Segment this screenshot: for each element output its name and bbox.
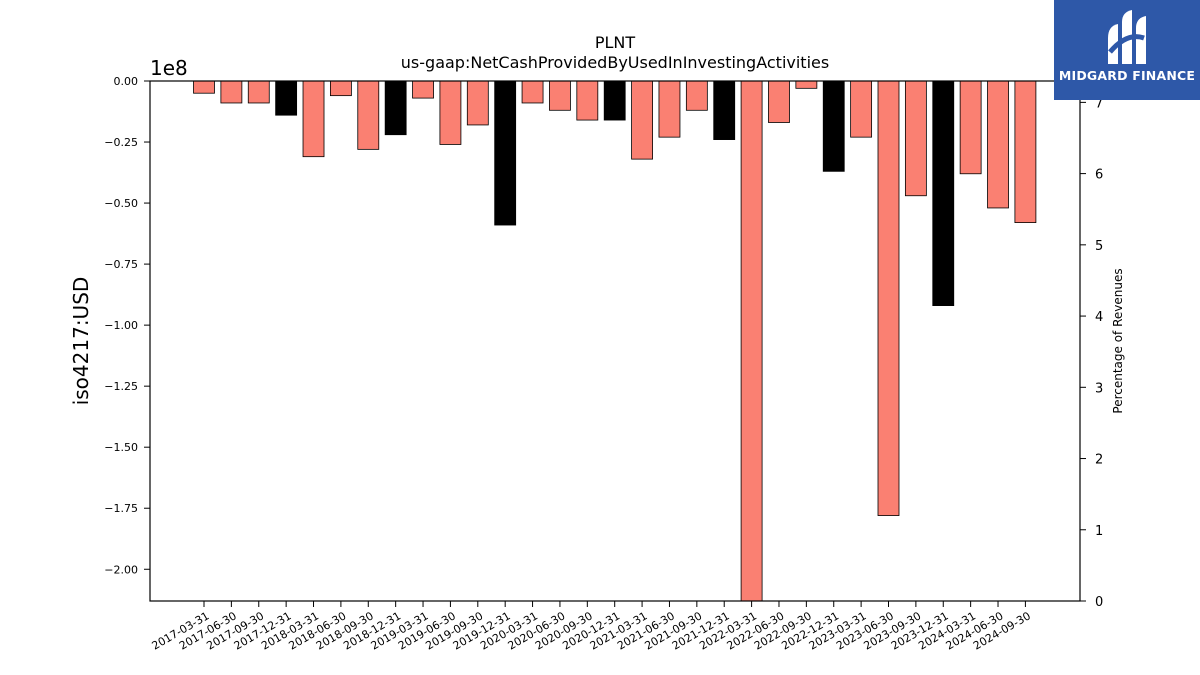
y2-ticks-group: 0 1 2 3 4 5 6 7: [1080, 96, 1103, 610]
x-ticks-group: 2017-03-312017-06-302017-09-302017-12-31…: [150, 601, 1033, 653]
y-tick-label: −1.50: [104, 441, 138, 454]
bar: [658, 80, 681, 138]
bar: [384, 80, 407, 136]
y-axis-label: iso4217:USD: [69, 277, 93, 406]
y2-axis-label: Percentage of Revenues: [1111, 268, 1125, 413]
bar: [412, 80, 434, 99]
y2-tick-label: 7: [1095, 96, 1103, 111]
bar: [576, 80, 599, 121]
y-tick-label: 0.00: [114, 75, 139, 88]
bar: [603, 80, 626, 121]
y2-tick-label: 3: [1095, 381, 1103, 396]
bar: [439, 80, 462, 145]
y-tick-label: −0.50: [104, 197, 138, 210]
y2-tick-label: 0: [1095, 595, 1103, 610]
y-tick-label: −1.75: [104, 502, 138, 515]
y-tick-label: −2.00: [104, 563, 138, 576]
y2-tick-label: 5: [1095, 239, 1103, 254]
chart-subtitle: us-gaap:NetCashProvidedByUsedInInvesting…: [401, 53, 829, 72]
bar: [685, 80, 708, 111]
bar: [549, 80, 571, 111]
y2-tick-label: 2: [1095, 453, 1103, 468]
logo-text: MIDGARD FINANCE: [1058, 68, 1196, 83]
bar: [329, 80, 352, 97]
y-tick-label: −1.00: [104, 319, 138, 332]
y-offset-label: 1e8: [150, 56, 188, 80]
y2-tick-label: 4: [1095, 310, 1103, 325]
bar: [357, 80, 380, 150]
bar: [795, 80, 818, 89]
bar: [932, 80, 955, 307]
bar: [987, 80, 1009, 209]
bar: [959, 80, 982, 175]
bar: [850, 80, 873, 138]
bar: [521, 80, 544, 104]
bar: [904, 80, 927, 197]
bar: [466, 80, 489, 126]
bar: [631, 80, 653, 160]
plot-frame: [149, 80, 1081, 602]
bars-group: [193, 80, 1037, 602]
midgard-logo-icon: [1108, 10, 1146, 64]
y2-tick-label: 6: [1095, 168, 1103, 183]
bar: [877, 80, 900, 516]
y-tick-label: −0.75: [104, 258, 138, 271]
bar: [713, 80, 736, 140]
midgard-finance-logo: MIDGARD FINANCE: [1054, 0, 1200, 100]
y2-tick-label: 1: [1095, 524, 1103, 539]
bar: [768, 80, 790, 123]
y-tick-label: −1.25: [104, 380, 138, 393]
bar: [494, 80, 517, 226]
bar: [740, 80, 763, 602]
y-ticks-group: 0.00 −0.25 −0.50 −0.75 −1.00 −1.25 −1.50 −1.75 −…: [104, 75, 150, 576]
bar: [302, 80, 325, 158]
bar: [275, 80, 298, 116]
bar: [193, 80, 215, 94]
bar: [1014, 80, 1037, 223]
bar: [822, 80, 845, 172]
bar: [220, 80, 243, 104]
chart-title: PLNT: [595, 33, 636, 52]
bar: [247, 80, 270, 104]
y-tick-label: −0.25: [104, 136, 138, 149]
